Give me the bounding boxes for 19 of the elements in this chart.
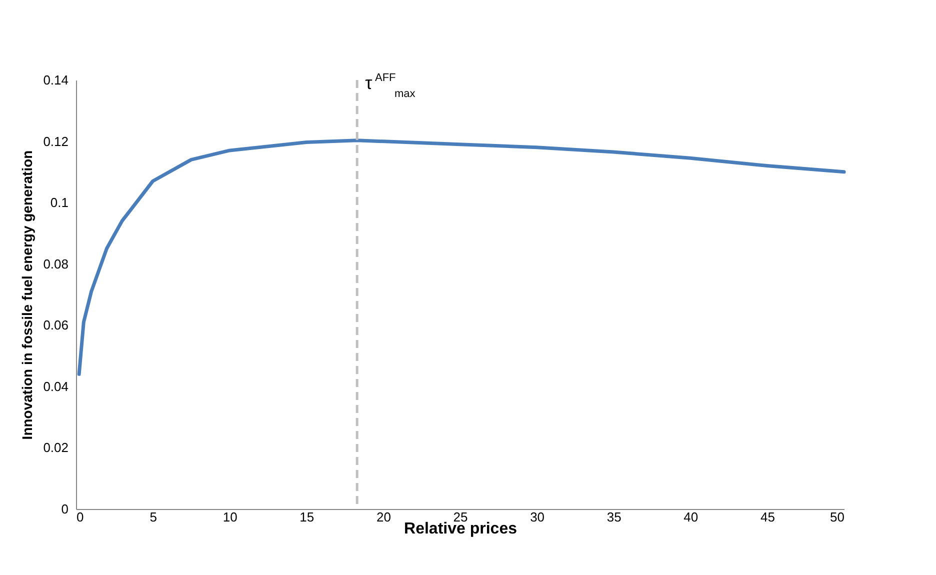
x-tick-label: 45 <box>760 510 775 524</box>
x-tick-label: 30 <box>530 510 545 524</box>
x-tick-label: 40 <box>684 510 698 524</box>
y-tick-label: 0.08 <box>43 256 68 272</box>
y-tick-label: 0.04 <box>43 378 68 394</box>
x-tick-label: 35 <box>606 510 622 524</box>
y-tick-label: 0.12 <box>43 134 68 149</box>
line-series <box>77 138 846 376</box>
x-tick-label: 15 <box>300 510 314 524</box>
y-tick-label: 0.1 <box>50 195 68 210</box>
x-tick-label: 50 <box>830 510 844 524</box>
x-tick-label: 10 <box>222 510 238 524</box>
x-tick-label: 0 <box>76 510 84 524</box>
x-tick-label: 20 <box>376 510 391 524</box>
y-axis-title: Innovation in fossile fuel energy generation <box>19 150 36 440</box>
y-tick-label: 0.02 <box>43 440 68 456</box>
x-tick-label: 5 <box>150 510 157 524</box>
y-tick-label: 0.06 <box>43 318 68 333</box>
y-tick-label: 0.14 <box>43 72 68 88</box>
